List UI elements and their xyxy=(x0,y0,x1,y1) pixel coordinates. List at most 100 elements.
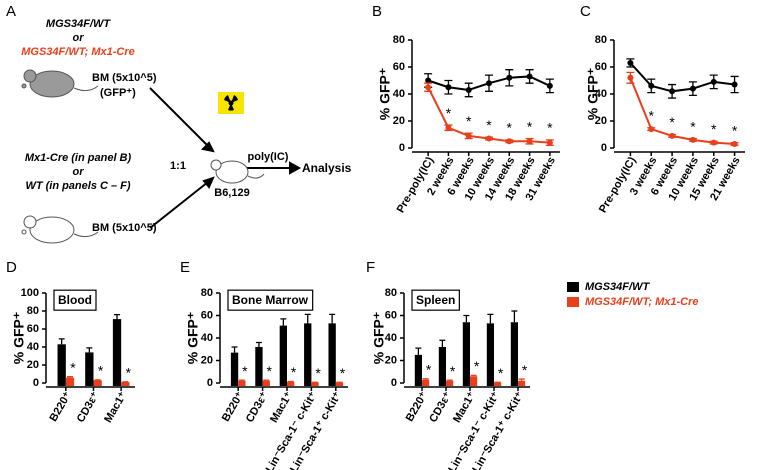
point xyxy=(425,77,432,84)
bar xyxy=(287,381,295,386)
error-bar xyxy=(439,339,446,347)
mouse-icon xyxy=(21,215,99,244)
x-tick-label: Mac1⁺ xyxy=(102,390,129,425)
y-tick-label: 60 xyxy=(27,323,39,335)
significance: * xyxy=(450,363,456,379)
inset-box xyxy=(411,289,460,311)
recipient-label: B6,129 xyxy=(214,187,249,199)
point xyxy=(526,138,533,145)
significance: * xyxy=(498,365,504,381)
error-bar xyxy=(280,318,287,326)
mouse-icon xyxy=(21,69,99,98)
bar xyxy=(255,347,263,386)
x-tick-label: B220⁺ xyxy=(220,390,247,424)
panel-label: D xyxy=(6,259,17,276)
bar xyxy=(414,354,422,386)
point xyxy=(445,124,452,131)
significance: * xyxy=(340,365,346,381)
y-tick-label: 40 xyxy=(201,332,213,344)
point xyxy=(526,73,533,80)
bar xyxy=(112,319,122,386)
legend-swatch xyxy=(567,297,579,307)
x-tick-label: CD3ε⁺ xyxy=(75,390,102,425)
inset-title: Blood xyxy=(58,293,92,307)
error-bar xyxy=(329,313,336,324)
y-tick-label: 40 xyxy=(393,88,405,100)
error-bar xyxy=(487,313,494,324)
line xyxy=(629,77,735,145)
group-label: WT (in panels C – F) xyxy=(25,180,130,192)
or-label: or xyxy=(73,32,85,44)
bar xyxy=(230,352,239,386)
point xyxy=(669,132,676,139)
point xyxy=(627,59,634,66)
panel-a: A MGS34F/WT or MGS34F/WT; Mx1-Cre BM (5x… xyxy=(6,3,352,244)
point xyxy=(465,86,472,93)
y-axis-title: % GFP⁺ xyxy=(371,312,387,365)
error-bar xyxy=(470,374,477,377)
error-bar xyxy=(238,379,245,381)
bar xyxy=(57,344,66,386)
significance: * xyxy=(732,122,738,138)
y-tick-label: 0 xyxy=(391,377,397,389)
bar xyxy=(279,325,287,386)
y-tick-label: 60 xyxy=(385,309,397,321)
panel-label: B xyxy=(372,3,382,20)
y-tick-label: 0 xyxy=(601,142,607,154)
legend-label: MGS34F/WT; Mx1-Cre xyxy=(585,296,698,308)
point xyxy=(648,126,655,133)
bar xyxy=(446,380,454,386)
y-tick-label: 20 xyxy=(385,354,397,366)
bar xyxy=(486,323,494,386)
y-tick-label: 60 xyxy=(201,309,213,321)
significance: * xyxy=(669,114,675,130)
y-tick-label: 20 xyxy=(201,354,213,366)
significance: * xyxy=(522,362,528,378)
panel-label: F xyxy=(366,259,375,276)
point xyxy=(710,139,717,146)
significance: * xyxy=(315,365,321,381)
error-bar xyxy=(66,376,73,378)
y-tick-label: 60 xyxy=(595,61,607,73)
error-bar xyxy=(86,347,93,353)
bar xyxy=(462,322,470,386)
y-tick-label: 40 xyxy=(27,341,39,353)
group-label: MGS34F/WT; Mx1-Cre xyxy=(21,46,134,58)
cell-dose: BM (5x10^5) xyxy=(92,222,157,234)
error-bar xyxy=(114,313,121,320)
point xyxy=(445,84,452,91)
panel-label: E xyxy=(180,259,190,276)
y-tick-label: 20 xyxy=(595,115,607,127)
significance: * xyxy=(242,363,248,379)
bar xyxy=(438,347,446,386)
radiation-icon xyxy=(218,92,244,114)
bar xyxy=(518,380,526,386)
y-axis-title: % GFP⁺ xyxy=(585,68,601,121)
significance: * xyxy=(711,121,717,137)
error-bar xyxy=(58,338,65,345)
point xyxy=(486,135,492,142)
significance: * xyxy=(267,363,273,379)
y-tick-label: 20 xyxy=(393,115,405,127)
point xyxy=(546,82,553,89)
y-tick-label: 80 xyxy=(393,34,405,46)
x-tick-label: CD3ε⁺ xyxy=(244,390,271,425)
error-bar xyxy=(255,341,262,347)
point xyxy=(669,88,676,95)
bar xyxy=(470,376,478,386)
panel-label: A xyxy=(6,3,16,20)
error-bar xyxy=(463,314,470,323)
significance: * xyxy=(446,105,452,121)
point xyxy=(627,74,634,81)
point xyxy=(689,85,696,92)
bar xyxy=(65,377,75,386)
significance: * xyxy=(527,118,533,134)
y-axis-title: % GFP⁺ xyxy=(377,68,393,121)
significance: * xyxy=(126,365,132,381)
point xyxy=(506,138,513,145)
y-tick-label: 80 xyxy=(385,287,397,299)
point xyxy=(731,140,738,147)
arrows xyxy=(149,87,302,229)
point xyxy=(710,78,717,85)
